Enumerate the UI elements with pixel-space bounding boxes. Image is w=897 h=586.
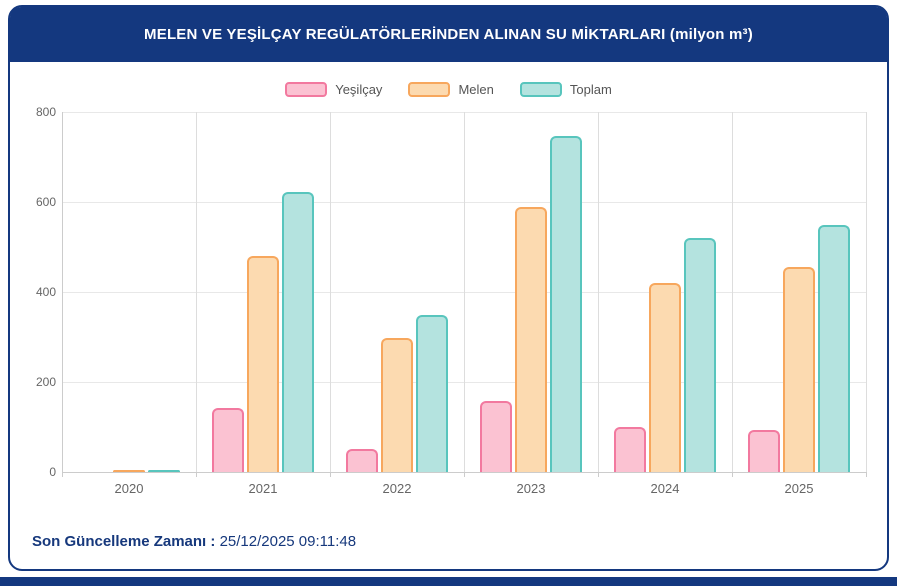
x-tick-3 — [464, 472, 465, 477]
x-axis-label-2025: 2025 — [784, 481, 814, 496]
chart-title: MELEN VE YEŞİLÇAY REGÜLATÖRLERİNDEN ALIN… — [144, 26, 753, 43]
legend-label-Melen: Melen — [458, 82, 494, 97]
category-boundary-2 — [330, 112, 331, 472]
bar-Toplam-2024[interactable] — [684, 238, 716, 472]
x-axis-label-2020: 2020 — [114, 481, 144, 496]
bar-Melen-2020[interactable] — [113, 470, 145, 473]
x-tick-4 — [598, 472, 599, 477]
y-axis-line — [62, 112, 63, 472]
legend-label-Toplam: Toplam — [569, 82, 612, 97]
legend-item-Yeşilçay[interactable]: Yeşilçay — [285, 82, 382, 97]
chart-title-bar: MELEN VE YEŞİLÇAY REGÜLATÖRLERİNDEN ALIN… — [10, 7, 887, 62]
x-tick-2 — [330, 472, 331, 477]
category-boundary-1 — [196, 112, 197, 472]
bar-Yeşilçay-2022[interactable] — [346, 448, 378, 472]
bottom-bar — [0, 577, 897, 586]
x-tick-6 — [866, 472, 867, 477]
bar-Yeşilçay-2025[interactable] — [748, 430, 780, 472]
bar-chart: 0 200 400 600 800 2020 2021 2022 2023 2024 2025 — [10, 7, 887, 569]
chart-card: MELEN VE YEŞİLÇAY REGÜLATÖRLERİNDEN ALIN… — [8, 5, 889, 571]
bar-Melen-2022[interactable] — [381, 337, 413, 472]
x-axis-label-2023: 2023 — [516, 481, 546, 496]
y-axis-label-800: 800 — [35, 105, 56, 119]
legend: Yeşilçay Melen Toplam — [10, 82, 887, 97]
legend-swatch-Toplam — [519, 82, 562, 97]
x-axis-label-2024: 2024 — [650, 481, 680, 496]
x-tick-1 — [196, 472, 197, 477]
category-boundary-5 — [732, 112, 733, 472]
last-update-label: Son Güncelleme Zamanı : — [32, 533, 216, 550]
y-axis-label-200: 200 — [35, 375, 56, 389]
y-axis-label-600: 600 — [35, 195, 56, 209]
y-axis-label-0: 0 — [49, 465, 56, 479]
legend-label-Yeşilçay: Yeşilçay — [335, 82, 383, 97]
bar-Melen-2024[interactable] — [649, 282, 681, 472]
legend-item-Melen[interactable]: Melen — [408, 82, 494, 97]
bar-Toplam-2021[interactable] — [282, 192, 314, 472]
category-boundary-3 — [464, 112, 465, 472]
bar-Toplam-2025[interactable] — [818, 225, 850, 472]
last-update-timestamp: 25/12/2025 09:11:48 — [219, 533, 357, 550]
y-axis-label-400: 400 — [35, 285, 56, 299]
bar-Melen-2023[interactable] — [515, 206, 547, 472]
bar-Toplam-2020[interactable] — [148, 469, 180, 472]
legend-swatch-Melen — [408, 82, 451, 97]
legend-item-Toplam[interactable]: Toplam — [519, 82, 612, 97]
bar-Melen-2021[interactable] — [247, 256, 279, 472]
category-boundary-6 — [866, 112, 867, 472]
bar-Toplam-2022[interactable] — [416, 314, 448, 472]
x-axis-label-2022: 2022 — [382, 481, 412, 496]
bar-Melen-2025[interactable] — [783, 267, 815, 472]
bar-Toplam-2023[interactable] — [550, 135, 582, 472]
x-tick-0 — [62, 472, 63, 477]
bar-Yeşilçay-2021[interactable] — [212, 407, 244, 472]
legend-swatch-Yeşilçay — [285, 82, 328, 97]
bar-Yeşilçay-2023[interactable] — [480, 401, 512, 472]
bar-Yeşilçay-2024[interactable] — [614, 427, 646, 472]
last-update-note: Son Güncelleme Zamanı : 25/12/2025 09:11… — [32, 533, 356, 550]
x-tick-5 — [732, 472, 733, 477]
category-boundary-4 — [598, 112, 599, 472]
x-axis-label-2021: 2021 — [248, 481, 278, 496]
